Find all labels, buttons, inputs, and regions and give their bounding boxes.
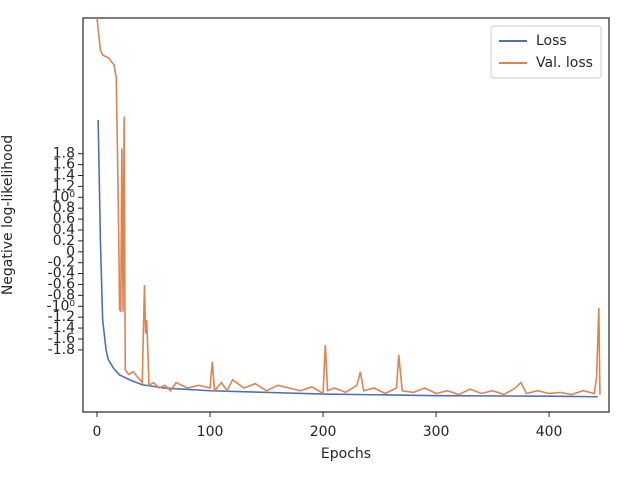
y-tick-label: -1.6 xyxy=(48,331,75,347)
x-axis-label: Epochs xyxy=(321,446,371,462)
y-tick-label: -0.6 xyxy=(48,276,75,292)
y-tick-label: 1.6 xyxy=(53,157,75,173)
y-tick-label: 0.4 xyxy=(53,222,75,238)
y-tick-label: 0.2 xyxy=(53,233,75,249)
legend-box xyxy=(490,25,602,79)
y-tick-label: 1.4 xyxy=(53,167,75,183)
plot-frame xyxy=(82,17,610,413)
y-tick-label: -1.8 xyxy=(48,342,75,358)
y-tick-label: 1.2 xyxy=(53,178,75,194)
legend-label: Val. loss xyxy=(536,55,593,71)
y-tick-label: -0.8 xyxy=(48,287,75,303)
y-tick-label: -1.2 xyxy=(48,309,75,325)
y-tick-label: 10⁰ xyxy=(52,189,76,205)
x-tick-label: 300 xyxy=(423,424,450,440)
y-tick-label: 0.8 xyxy=(53,200,75,216)
y-tick-label: 1.8 xyxy=(53,146,75,162)
y-tick-label: -0.4 xyxy=(48,266,75,282)
x-tick-label: 400 xyxy=(536,424,563,440)
line xyxy=(97,119,598,398)
y-tick-label: -10⁰ xyxy=(47,298,76,314)
legend-label: Loss xyxy=(536,33,567,49)
y-tick-label: -0.2 xyxy=(48,255,75,271)
line xyxy=(96,18,601,396)
x-tick-label: 100 xyxy=(197,424,224,440)
x-tick-label: 200 xyxy=(310,424,337,440)
plot-lines xyxy=(96,18,601,398)
y-tick-label: 0.6 xyxy=(53,211,75,227)
y-tick-label: -1.4 xyxy=(48,320,75,336)
x-tick-label: 0 xyxy=(93,424,102,440)
y-axis-label: Negative log-likelihood xyxy=(0,135,16,295)
y-tick-label: 0 xyxy=(66,244,75,260)
